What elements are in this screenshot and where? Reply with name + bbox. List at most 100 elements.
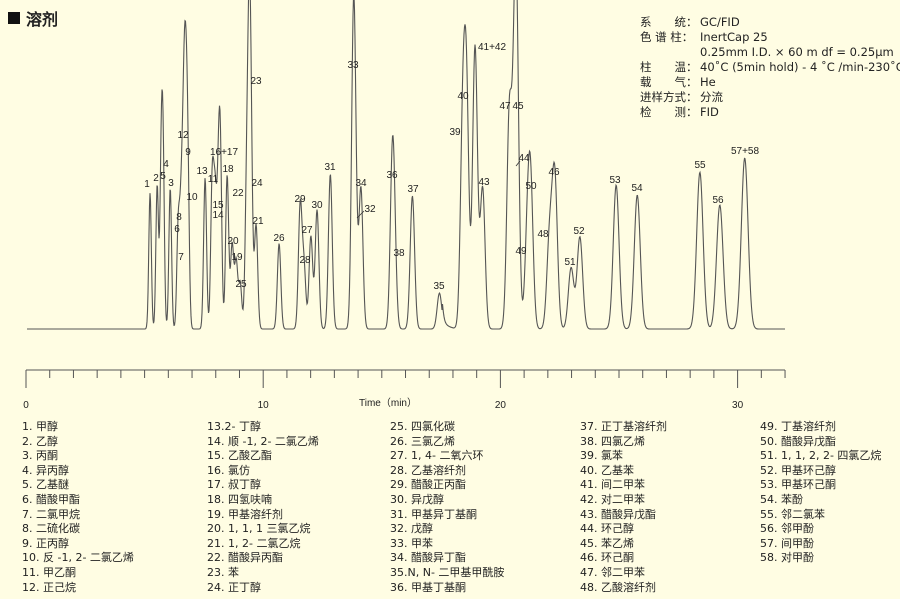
legend-item: 35.N, N- 二甲基甲酰胺 <box>390 565 505 579</box>
peak-label: 34 <box>355 178 367 189</box>
x-tick-label: 10 <box>258 400 270 411</box>
legend-item: 27. 1, 4- 二氧六环 <box>390 449 484 463</box>
peak-label: 30 <box>311 200 323 211</box>
legend-item: 15. 乙酸乙酯 <box>207 449 272 463</box>
legend-item: 28. 乙基溶纤剂 <box>390 463 466 477</box>
peak-label: 19 <box>231 252 243 263</box>
peak-32-pointer <box>356 210 365 219</box>
legend-item: 5. 乙基醚 <box>22 478 69 492</box>
peak-label: 23 <box>250 76 262 87</box>
peak-label: 31 <box>324 162 336 173</box>
legend-item: 18. 四氢呋喃 <box>207 492 272 506</box>
legend-item: 36. 甲基丁基酮 <box>390 580 466 594</box>
legend-item: 11. 甲乙酮 <box>22 565 76 579</box>
condition-label: 系 统： <box>640 15 698 29</box>
legend-item: 9. 正丙醇 <box>22 536 69 550</box>
peak-label: 15 <box>212 200 224 211</box>
peak-label: 18 <box>222 164 234 175</box>
peak-label: 43 <box>478 177 490 188</box>
peak-label: 50 <box>525 181 537 192</box>
legend-item: 20. 1, 1, 1 三氯乙烷 <box>207 522 311 536</box>
legend-item: 41. 间二甲苯 <box>580 478 645 492</box>
x-tick-label: 0 <box>23 400 29 411</box>
peak-label: 6 <box>174 224 180 235</box>
legend-item: 1. 甲醇 <box>22 420 58 433</box>
legend-item: 7. 二氯甲烷 <box>22 507 80 521</box>
legend-item: 8. 二硫化碳 <box>22 522 80 536</box>
condition-row: 色 谱 柱： InertCap 25 <box>640 30 900 45</box>
condition-value: 分流 <box>700 90 723 104</box>
legend-item: 53. 甲基环己酮 <box>760 478 836 492</box>
condition-row: 进样方式： 分流 <box>640 90 900 105</box>
legend-item: 26. 三氯乙烯 <box>390 434 455 448</box>
legend-item: 49. 丁基溶纤剂 <box>760 420 836 433</box>
chromatogram-trace <box>27 0 785 330</box>
peak-label: 45 <box>512 101 524 112</box>
chromatogram: 12 543678129101311151416+1718201925222324… <box>23 0 786 411</box>
peak-label: 36 <box>386 170 398 181</box>
legend-item: 12. 正己烷 <box>22 580 76 594</box>
peak-label: 14 <box>212 210 224 221</box>
legend-item: 51. 1, 1, 2, 2- 四氯乙烷 <box>760 449 882 463</box>
x-tick-label: 20 <box>495 400 507 411</box>
peak-label: 9 <box>185 147 191 158</box>
peak-label: 25 <box>235 279 247 290</box>
legend-item: 52. 甲基环己醇 <box>760 463 836 477</box>
condition-label: 进样方式： <box>640 90 698 104</box>
peak-label: 7 <box>178 252 184 263</box>
legend-item: 38. 四氯乙烯 <box>580 434 645 448</box>
condition-value: FID <box>700 105 719 119</box>
legend-item: 57. 间甲酚 <box>760 536 814 550</box>
peak-label: 11 <box>208 174 219 185</box>
peak-label: 22 <box>232 188 244 199</box>
legend-item: 46. 环己酮 <box>580 551 634 565</box>
peak-label: 37 <box>407 184 419 195</box>
peak-label: 21 <box>252 216 264 227</box>
peak-label: 33 <box>347 60 359 71</box>
peak-label: 52 <box>573 226 585 237</box>
peak-label: 5 <box>160 171 166 182</box>
legend-item: 40. 乙基苯 <box>580 463 634 477</box>
legend-item: 24. 正丁醇 <box>207 580 261 594</box>
peak-label: 49 <box>515 246 527 257</box>
legend-item: 48. 乙酸溶纤剂 <box>580 580 656 594</box>
peak-label: 20 <box>227 236 239 247</box>
legend-item: 13.2- 丁醇 <box>207 420 261 433</box>
legend-item: 16. 氯仿 <box>207 463 250 477</box>
peak-label: 56 <box>712 195 724 206</box>
legend-item: 3. 丙酮 <box>22 449 58 463</box>
legend-item: 37. 正丁基溶纤剂 <box>580 420 667 433</box>
legend-item: 34. 醋酸异丁酯 <box>390 551 466 565</box>
condition-row: 载 气： He <box>640 75 900 90</box>
peak-label: 10 <box>186 192 198 203</box>
legend-item: 32. 戊醇 <box>390 522 433 536</box>
legend-item: 55. 邻二氯苯 <box>760 507 825 521</box>
peak-label: 40 <box>457 91 469 102</box>
legend-item: 21. 1, 2- 二氯乙烷 <box>207 536 301 550</box>
legend-item: 56. 邻甲酚 <box>760 522 814 536</box>
peak-label: 13 <box>196 166 208 177</box>
peak-label: 35 <box>433 281 445 292</box>
legend-item: 54. 苯酚 <box>760 492 803 506</box>
square-bullet-icon <box>8 12 20 24</box>
legend-item: 6. 醋酸甲酯 <box>22 492 80 506</box>
x-tick-label: 30 <box>732 400 744 411</box>
legend-item: 4. 异丙醇 <box>22 463 69 477</box>
peak-label: 28 <box>299 255 311 266</box>
peak-label: 26 <box>273 233 285 244</box>
legend-item: 45. 苯乙烯 <box>580 536 634 550</box>
legend-item: 39. 氯苯 <box>580 449 623 463</box>
legend-item: 31. 甲基异丁基酮 <box>390 507 477 521</box>
peak-label: 44 <box>518 153 530 164</box>
legend-item: 30. 异戊醇 <box>390 492 444 506</box>
legend-item: 22. 醋酸异丙酯 <box>207 551 283 565</box>
condition-value: 40˚C (5min hold) - 4 ˚C /min-230˚C <box>700 60 900 74</box>
condition-label: 载 气： <box>640 75 698 89</box>
conditions-panel: 系 统： GC/FID 色 谱 柱： InertCap 25 0.25mm I.D. ×… <box>640 15 900 120</box>
peak-label: 2 <box>153 173 159 184</box>
legend-item: 33. 甲苯 <box>390 536 433 550</box>
legend-item: 2. 乙醇 <box>22 434 58 448</box>
peak-label: 53 <box>609 175 621 186</box>
legend-item: 19. 甲基溶纤剂 <box>207 507 283 521</box>
legend-item: 50. 醋酸异戊酯 <box>760 434 836 448</box>
